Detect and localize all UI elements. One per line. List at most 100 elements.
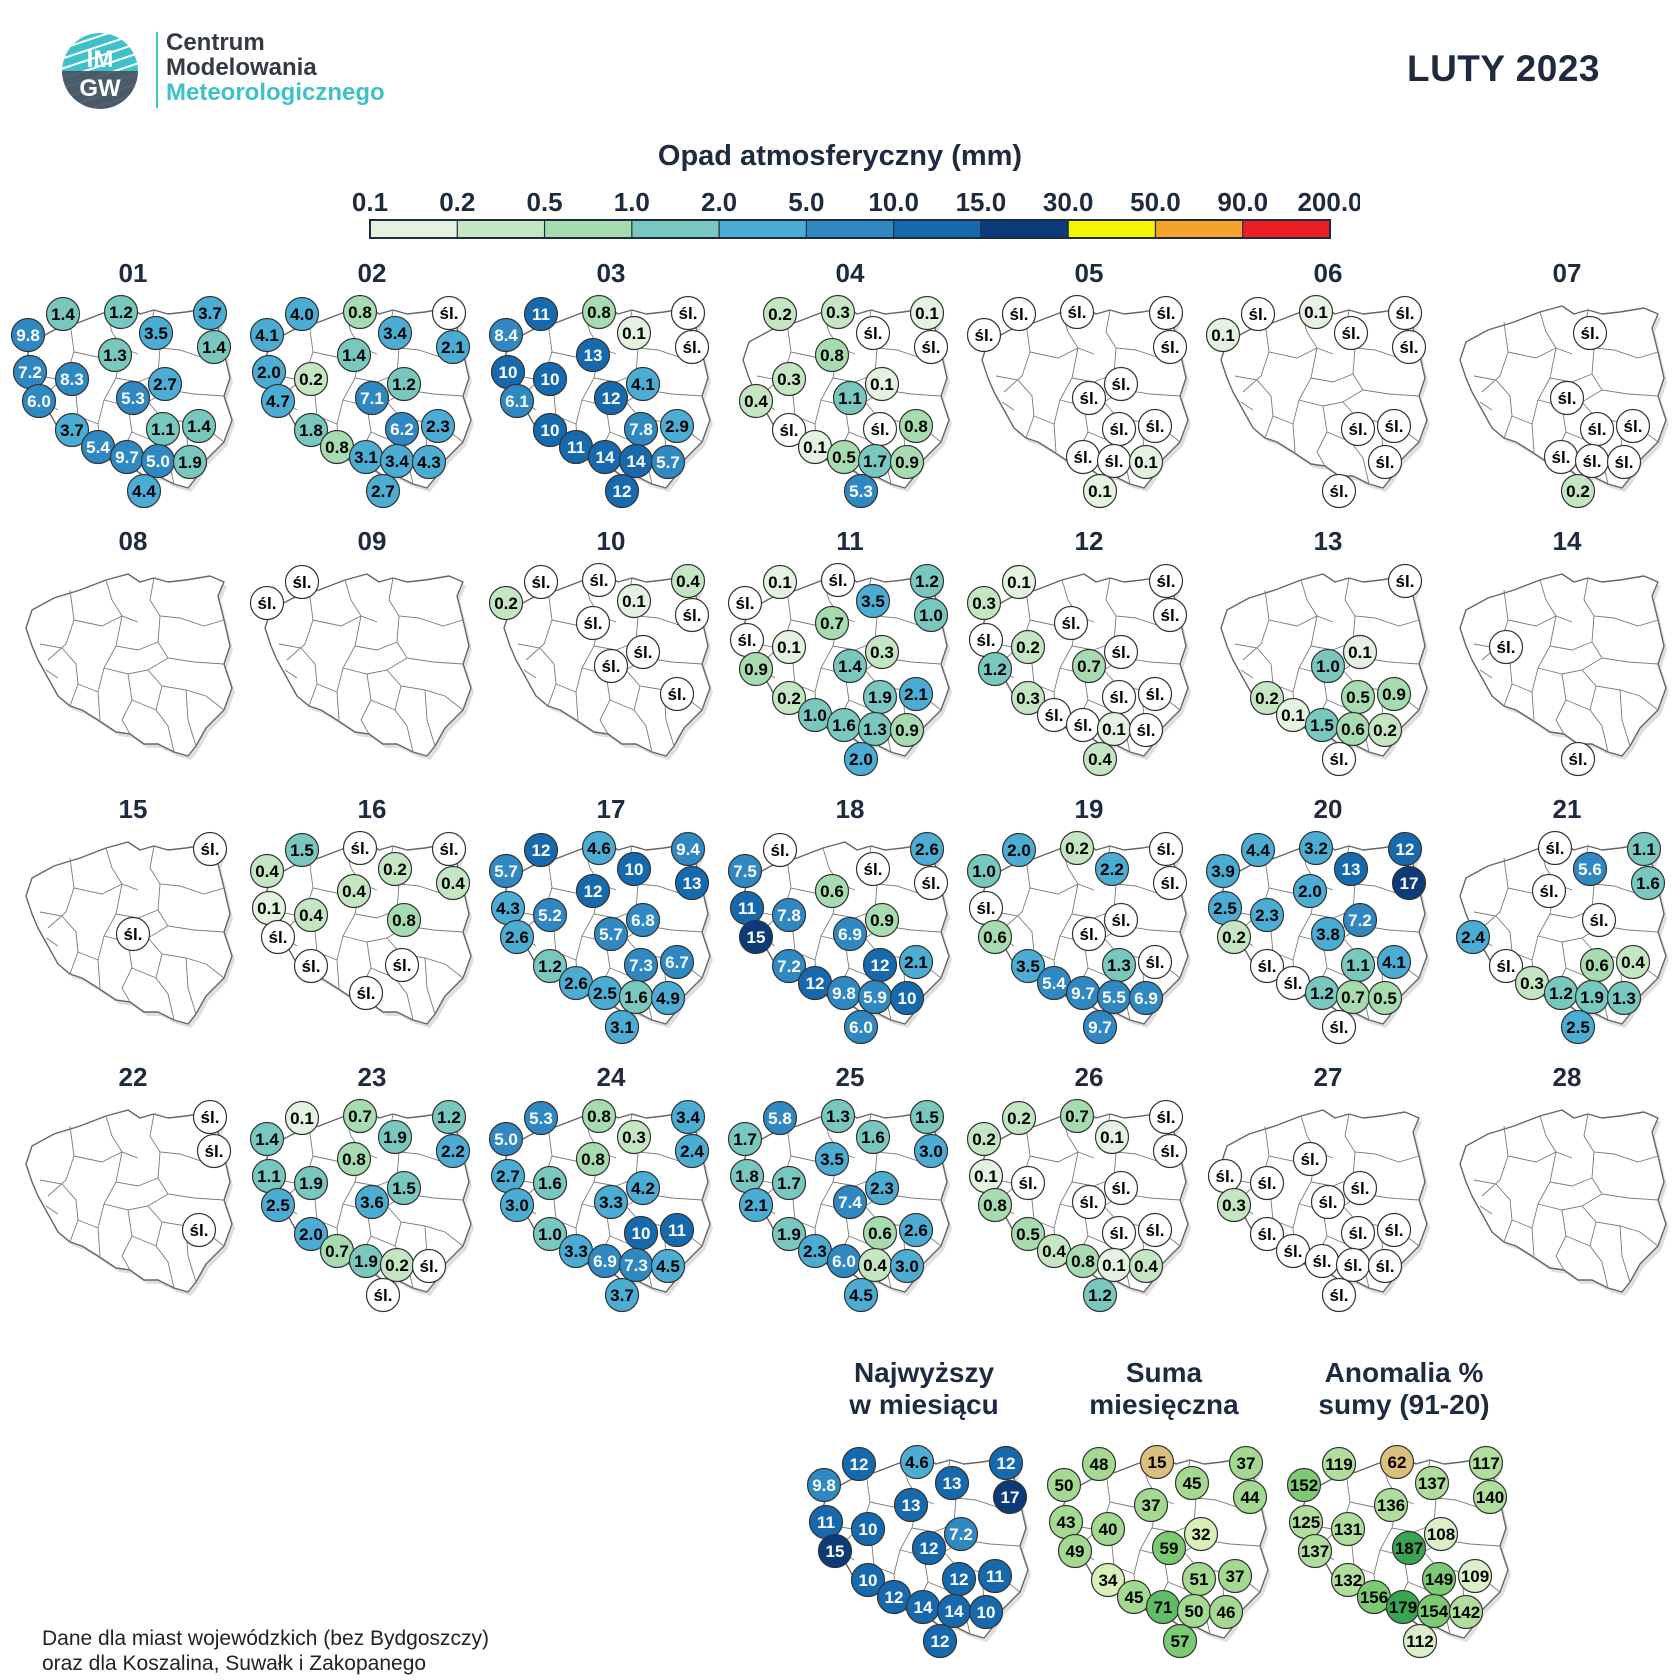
city-badge-gorzow-wlkp: 2.0 <box>251 354 287 390</box>
city-marker <box>1249 1165 1285 1201</box>
city-badge-rzeszow: 10 <box>968 1594 1004 1630</box>
legend-tick-label: 10.0 <box>868 187 919 217</box>
day-label: 02 <box>358 258 387 288</box>
city-marker <box>1128 980 1164 1016</box>
city-badge-olsztyn: 3.4 <box>377 315 413 351</box>
city-marker <box>523 296 559 332</box>
day-label: 05 <box>1075 258 1104 288</box>
city-badge-kielce: 51 <box>1181 1561 1217 1597</box>
city-value: śl. <box>1385 1221 1404 1240</box>
city-marker <box>1342 1170 1378 1206</box>
summary-title-line2: miesięczna <box>1089 1389 1239 1420</box>
city-marker <box>103 294 139 330</box>
region-border <box>394 685 414 753</box>
city-value: śl. <box>584 614 603 633</box>
city-value: 50 <box>1185 1602 1204 1621</box>
map-day-26: 0.2 0.2 0.7 0.1 śl. śl. 0.1 śl. śl. 0.8 śl. śl. 0.5 ś… <box>966 1098 1191 1313</box>
city-value: 12 <box>806 974 825 993</box>
city-value: śl. <box>1330 482 1349 501</box>
city-value: 1.0 <box>803 706 827 725</box>
region-border <box>39 911 79 975</box>
region-border <box>1537 1193 1603 1211</box>
city-marker <box>1472 1479 1508 1515</box>
city-value: 1.0 <box>919 606 943 625</box>
legend-frame <box>369 219 1331 239</box>
city-value: 7.2 <box>949 1525 973 1544</box>
legend-tick-label: 1.0 <box>614 187 650 217</box>
page-title: LUTY 2023 <box>1406 48 1600 89</box>
region-border <box>45 1205 59 1215</box>
city-badge-suwalki: śl. <box>192 1099 228 1135</box>
city-value: 142 <box>1452 1603 1480 1622</box>
city-value: śl. <box>1284 974 1303 993</box>
city-marker <box>943 1516 979 1552</box>
city-marker <box>1001 296 1037 332</box>
city-value: śl. <box>1546 839 1565 858</box>
city-marker <box>21 383 57 419</box>
city-value: śl. <box>1497 957 1516 976</box>
city-badge-koszalin: śl. <box>762 832 798 868</box>
city-marker <box>1581 902 1617 938</box>
city-marker <box>1071 380 1107 416</box>
city-marker <box>593 1184 629 1220</box>
city-marker <box>1071 648 1107 684</box>
city-badge-poznan: 0.3 <box>771 361 807 397</box>
city-badge-lublin: śl. <box>659 676 695 712</box>
city-marker <box>1297 1533 1333 1569</box>
city-marker <box>670 563 706 599</box>
city-value: 137 <box>1418 1474 1446 1493</box>
city-badge-olsztyn: 0.2 <box>377 851 413 887</box>
city-value: śl. <box>1112 375 1131 394</box>
city-value: 13 <box>683 874 702 893</box>
map-day-01: 9.8 1.4 1.2 3.5 3.7 1.4 7.2 8.3 1.3 2.7 6.0 5.3 1.4 3… <box>10 294 235 509</box>
city-badge-rzeszow: 4.3 <box>411 444 447 480</box>
precipitation-legend: 0.1 0.2 0.5 1.0 2.0 5.0 10.0 15.0 30.0 50.0 90.0 20… <box>352 187 1360 239</box>
city-badge-szczecin: 4.1 <box>249 317 285 353</box>
city-marker <box>1152 1133 1188 1169</box>
city-marker <box>488 853 524 889</box>
city-badge-warszawa: śl. <box>1103 634 1139 670</box>
city-badge-koszalin: 1.5 <box>284 832 320 868</box>
city-value: śl. <box>205 1142 224 1161</box>
city-value: 0.6 <box>983 928 1007 947</box>
city-value: śl. <box>668 685 687 704</box>
city-marker <box>386 902 422 938</box>
city-value: 8.3 <box>60 370 84 389</box>
city-badge-katowice: 1.2 <box>1304 975 1340 1011</box>
city-marker <box>1010 1165 1046 1201</box>
city-marker <box>377 1119 413 1155</box>
region-border <box>1507 615 1573 627</box>
city-marker <box>249 1121 285 1157</box>
city-marker <box>738 383 774 419</box>
city-badge-lublin: śl. <box>181 1212 217 1248</box>
city-marker <box>386 1170 422 1206</box>
city-marker <box>738 651 774 687</box>
city-value: 0.1 <box>1211 326 1235 345</box>
city-badge-warszawa: śl. <box>1103 1170 1139 1206</box>
city-badge-warszawa: 1.2 <box>386 366 422 402</box>
city-badge-gdansk: 62 <box>1379 1444 1415 1480</box>
city-value: 4.2 <box>631 1179 655 1198</box>
city-value: 2.6 <box>505 928 529 947</box>
city-marker <box>814 873 850 909</box>
city-badge-torun: 12 <box>575 873 611 909</box>
city-badge-rzeszow: 3.0 <box>889 1248 925 1284</box>
city-badge-warszawa: śl. <box>1103 366 1139 402</box>
city-value: 50 <box>1055 1476 1074 1495</box>
city-badge-lodz: śl. <box>1071 1184 1107 1220</box>
city-marker <box>1298 830 1334 866</box>
city-badge-krakow: śl. <box>1335 1247 1371 1283</box>
city-value: 3.0 <box>919 1142 943 1161</box>
city-badge-katowice: śl. <box>1543 439 1579 475</box>
city-badge-zakopane: 4.4 <box>126 473 162 509</box>
city-marker <box>650 1248 686 1284</box>
region-border <box>73 1151 139 1163</box>
legend-tick-label: 0.1 <box>352 187 388 217</box>
city-badge-suwalki: śl. <box>1148 295 1184 331</box>
city-value: śl. <box>679 304 698 323</box>
city-badge-gdansk: 3.2 <box>1298 830 1334 866</box>
city-badge-krakow: 5.5 <box>1096 979 1132 1015</box>
city-badge-torun: śl. <box>575 605 611 641</box>
city-value: 0.2 <box>1222 928 1246 947</box>
city-badge-opole: 12 <box>797 965 833 1001</box>
